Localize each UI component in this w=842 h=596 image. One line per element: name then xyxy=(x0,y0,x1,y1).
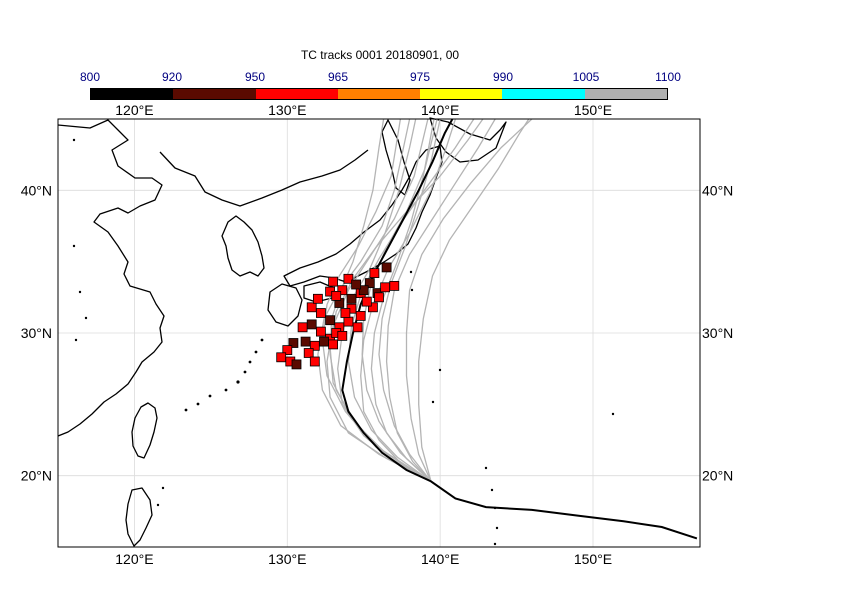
lat-tick-label-right: 40°N xyxy=(702,182,733,198)
intensity-marker xyxy=(276,352,287,363)
colorbar-label: 920 xyxy=(161,70,183,84)
intensity-marker xyxy=(361,296,372,307)
ensemble-track-line xyxy=(378,118,441,482)
colorbar-label: 1100 xyxy=(655,70,681,84)
intensity-marker xyxy=(389,280,400,291)
coast-luzon xyxy=(125,487,153,547)
lat-tick-label-right: 20°N xyxy=(702,468,733,484)
intensity-marker xyxy=(340,308,351,318)
intensity-marker xyxy=(367,302,378,313)
intensity-marker xyxy=(328,339,339,350)
colorbar-label: 975 xyxy=(409,70,431,84)
ensemble-track-line xyxy=(321,118,432,482)
colorbar-segment xyxy=(337,89,421,99)
intensity-marker xyxy=(369,268,380,279)
intensity-marker xyxy=(315,308,326,318)
coast-mainland xyxy=(57,119,165,437)
lon-tick-label-bottom: 120°E xyxy=(115,551,153,567)
pressure-colorbar xyxy=(90,88,668,100)
intensity-marker xyxy=(337,285,348,296)
lon-tick-label-bottom: 130°E xyxy=(268,551,306,567)
intensity-marker xyxy=(358,285,369,296)
intensity-marker xyxy=(364,278,375,289)
lon-tick-label-top: 130°E xyxy=(268,102,306,118)
colorbar-segment xyxy=(502,89,585,99)
colorbar-segment xyxy=(584,89,667,99)
intensity-marker xyxy=(300,336,311,347)
colorbar-label: 990 xyxy=(492,70,514,84)
intensity-marker xyxy=(291,359,302,370)
ensemble-track-line xyxy=(347,118,475,482)
intensity-marker xyxy=(319,336,329,347)
lat-tick-label-right: 30°N xyxy=(702,325,733,341)
lon-tick-label-top: 120°E xyxy=(115,102,153,118)
colorbar-labels: 800 920 950 965 975 990 1005 1100 xyxy=(0,70,842,86)
ryukyu-islands xyxy=(72,138,615,546)
intensity-marker xyxy=(337,330,348,341)
colorbar-label: 800 xyxy=(79,70,101,84)
ensemble-tracks xyxy=(317,118,533,482)
intensity-marker xyxy=(343,316,354,327)
ensemble-track-line xyxy=(405,118,533,482)
intensity-marker xyxy=(352,322,363,333)
intensity-marker xyxy=(306,302,317,313)
map-title: TC tracks 0001 20180901, 00 xyxy=(300,48,460,62)
intensity-marker xyxy=(315,326,326,337)
intensity-marker xyxy=(346,293,357,304)
graticule xyxy=(58,119,700,547)
axis-ticks: 120°E 120°E 130°E 130°E 140°E 140°E 150°E 150°E… xyxy=(21,102,734,567)
colorbar-segment xyxy=(255,89,338,99)
colorbar-segment xyxy=(91,89,174,99)
intensity-marker xyxy=(297,322,308,333)
colorbar-segment xyxy=(420,89,503,99)
map-frame xyxy=(57,118,701,548)
lat-tick-label-left: 30°N xyxy=(21,325,52,341)
intensity-marker xyxy=(331,290,342,301)
lon-tick-label-bottom: 140°E xyxy=(421,551,459,567)
intensity-marker xyxy=(328,276,339,287)
lat-tick-label-left: 40°N xyxy=(21,182,52,198)
coast-hokkaido xyxy=(429,117,507,163)
ensemble-track-line xyxy=(418,118,530,482)
colorbar-segment xyxy=(173,89,256,99)
intensity-marker xyxy=(343,273,354,284)
intensity-marker xyxy=(303,348,314,358)
colorbar-label: 1005 xyxy=(572,70,600,84)
intensity-marker xyxy=(351,279,362,290)
intensity-marker xyxy=(325,315,336,326)
intensity-markers xyxy=(276,262,400,370)
intensity-marker xyxy=(309,356,320,367)
intensity-marker xyxy=(282,345,293,356)
coast-northeast xyxy=(159,149,369,207)
intensity-marker xyxy=(288,338,299,348)
coast-kyushu xyxy=(267,283,303,327)
lon-tick-label-top: 150°E xyxy=(574,102,612,118)
intensity-marker xyxy=(380,282,391,293)
mean-track-line xyxy=(341,118,698,540)
intensity-marker xyxy=(312,293,323,304)
intensity-marker xyxy=(374,292,384,303)
coast-korea xyxy=(221,215,265,277)
lon-tick-label-bottom: 150°E xyxy=(574,551,612,567)
intensity-marker xyxy=(306,319,317,330)
lon-tick-label-top: 140°E xyxy=(421,102,459,118)
intensity-marker xyxy=(381,262,392,273)
colorbar-label: 965 xyxy=(327,70,349,84)
coast-taiwan xyxy=(131,402,158,459)
mean-track xyxy=(341,118,698,540)
ensemble-track-line xyxy=(385,118,496,482)
lat-tick-label-left: 20°N xyxy=(21,468,52,484)
colorbar-label: 950 xyxy=(244,70,266,84)
intensity-marker xyxy=(355,310,366,321)
